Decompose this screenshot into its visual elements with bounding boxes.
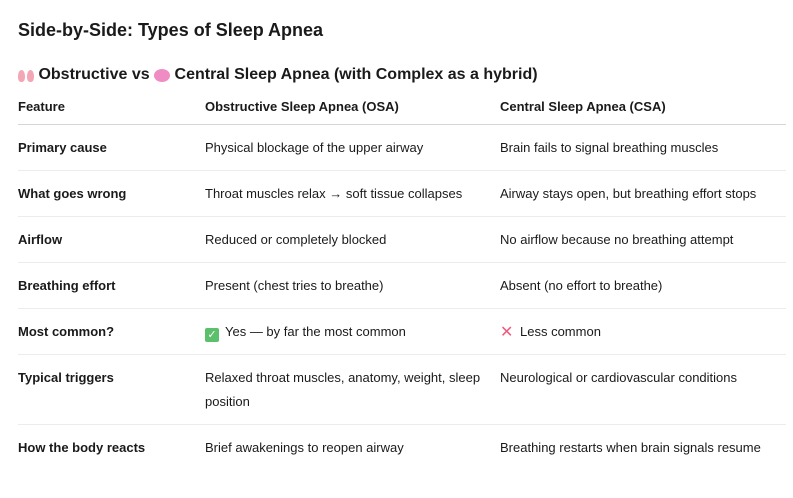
osa-cell-text: Yes — by far the most common	[225, 324, 406, 339]
osa-cell: ✓ Yes — by far the most common	[205, 308, 500, 355]
cross-mark-icon: ✕	[500, 324, 514, 341]
csa-cell: ✕ Less common	[500, 308, 786, 355]
csa-cell-text: Less common	[520, 324, 601, 339]
csa-cell-text: Brain fails to signal breathing muscles	[500, 140, 719, 155]
feature-cell-text: Airflow	[18, 232, 63, 247]
header-csa: Central Sleep Apnea (CSA)	[500, 95, 786, 125]
table-row: How the body reacts Brief awakenings to r…	[18, 425, 786, 471]
feature-cell-text: Most common?	[18, 324, 115, 339]
section-heading: Obstructive vs Central Sleep Apnea (with…	[18, 63, 538, 87]
osa-cell-text: Physical blockage of the upper airway	[205, 140, 424, 155]
table-header-row: Feature Obstructive Sleep Apnea (OSA) Ce…	[18, 95, 786, 125]
feature-cell: What goes wrong	[18, 170, 205, 217]
feature-cell-text: Primary cause	[18, 140, 107, 155]
csa-cell-text: Airway stays open, but breathing effort …	[500, 186, 757, 201]
heading-part-2: Central Sleep Apnea (with Complex as a h…	[174, 66, 538, 83]
page-title: Side-by-Side: Types of Sleep Apnea	[18, 20, 324, 40]
feature-cell-text: What goes wrong	[18, 186, 127, 201]
feature-cell: Most common?	[18, 308, 205, 355]
feature-cell: Typical triggers	[18, 354, 205, 425]
table-row: Most common? ✓ Yes — by far the most commo…	[18, 308, 786, 355]
osa-cell: Relaxed throat muscles, anatomy, weight,…	[205, 354, 500, 425]
table-row: Breathing effort Present (chest tries to …	[18, 262, 786, 309]
table-row: Primary cause Physical blockage of the up…	[18, 124, 786, 171]
brain-icon	[154, 68, 171, 82]
feature-cell: Airflow	[18, 216, 205, 263]
osa-cell: Throat muscles relax → soft tissue colla…	[205, 170, 500, 217]
osa-cell-text: Relaxed throat muscles, anatomy, weight,…	[205, 370, 481, 409]
csa-cell: Airway stays open, but breathing effort …	[500, 170, 786, 217]
feature-cell-text: Typical triggers	[18, 370, 114, 385]
osa-cell-text: Throat muscles relax → soft tissue colla…	[205, 186, 463, 201]
csa-cell-text: Absent (no effort to breathe)	[500, 278, 663, 293]
header-feature: Feature	[18, 95, 205, 125]
osa-cell-text: Brief awakenings to reopen airway	[205, 440, 404, 455]
header-osa: Obstructive Sleep Apnea (OSA)	[205, 95, 500, 125]
table-row: Typical triggers Relaxed throat muscles, …	[18, 354, 786, 425]
table-row: What goes wrong Throat muscles relax → so…	[18, 170, 786, 217]
feature-cell: Breathing effort	[18, 262, 205, 309]
csa-cell: Neurological or cardiovascular condition…	[500, 354, 786, 425]
osa-cell-text: Present (chest tries to breathe)	[205, 278, 384, 293]
heading-part-1: Obstructive vs	[38, 66, 150, 83]
csa-cell-text: No airflow because no breathing attempt	[500, 232, 734, 247]
csa-cell-text: Breathing restarts when brain signals re…	[500, 440, 761, 455]
csa-cell: Absent (no effort to breathe)	[500, 262, 786, 309]
osa-cell: Brief awakenings to reopen airway	[205, 425, 500, 471]
csa-cell-text: Neurological or cardiovascular condition…	[500, 370, 738, 385]
osa-cell: Physical blockage of the upper airway	[205, 124, 500, 171]
csa-cell: Breathing restarts when brain signals re…	[500, 425, 786, 471]
feature-cell: Primary cause	[18, 124, 205, 171]
check-mark-icon: ✓	[205, 328, 219, 342]
comparison-table: Feature Obstructive Sleep Apnea (OSA) Ce…	[18, 95, 786, 470]
osa-cell: Reduced or completely blocked	[205, 216, 500, 263]
csa-cell: No airflow because no breathing attempt	[500, 216, 786, 263]
feature-cell-text: How the body reacts	[18, 440, 146, 455]
lungs-icon	[18, 67, 34, 83]
osa-cell-text: Reduced or completely blocked	[205, 232, 387, 247]
feature-cell-text: Breathing effort	[18, 278, 116, 293]
table-row: Airflow Reduced or completely blocked No a…	[18, 216, 786, 263]
feature-cell: How the body reacts	[18, 425, 205, 471]
csa-cell: Brain fails to signal breathing muscles	[500, 124, 786, 171]
osa-cell: Present (chest tries to breathe)	[205, 262, 500, 309]
